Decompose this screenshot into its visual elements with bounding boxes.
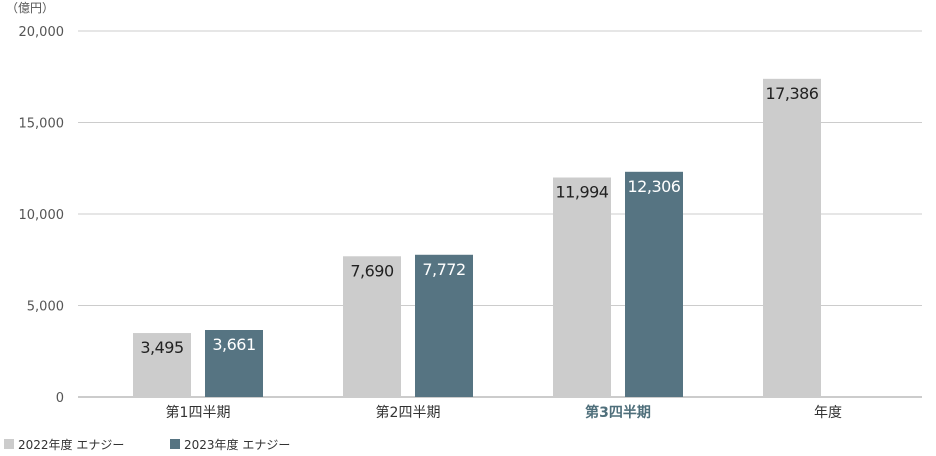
y-axis-ticks: 0 5,000 10,000 15,000 20,000 xyxy=(19,25,65,406)
bar-value-label: 17,386 xyxy=(766,84,819,103)
bar xyxy=(343,256,401,397)
bar xyxy=(415,254,473,397)
bar-value-label: 7,772 xyxy=(422,260,465,279)
y-tick-label: 15,000 xyxy=(19,117,65,132)
legend-swatch xyxy=(170,439,180,449)
bar-value-label: 12,306 xyxy=(628,177,681,196)
legend: 2022年度 エナジー 2023年度 エナジー xyxy=(4,437,290,452)
bar xyxy=(133,333,191,397)
x-category-label: 第1四半期 xyxy=(166,404,231,421)
data-labels: 3,495 3,661 7,690 7,772 11,994 12,306 17,386 xyxy=(140,84,819,357)
bars xyxy=(133,78,821,398)
bar-value-label: 11,994 xyxy=(556,183,609,202)
bar-value-label: 3,495 xyxy=(140,338,183,357)
bar xyxy=(205,330,263,397)
y-tick-label: 0 xyxy=(56,391,64,406)
x-category-label: 年度 xyxy=(814,405,842,421)
y-tick-label: 20,000 xyxy=(19,25,65,40)
y-tick-label: 10,000 xyxy=(19,208,65,223)
bar-value-label: 7,690 xyxy=(350,261,394,280)
x-category-label: 第2四半期 xyxy=(376,404,441,421)
y-tick-label: 5,000 xyxy=(27,300,64,315)
bar xyxy=(553,177,611,397)
legend-label: 2023年度 エナジー xyxy=(184,437,290,452)
y-axis-unit-label: （億円） xyxy=(6,1,54,15)
bar-value-label: 3,661 xyxy=(212,335,255,354)
x-axis-categories: 第1四半期 第2四半期 第3四半期 年度 xyxy=(166,404,842,421)
legend-label: 2022年度 エナジー xyxy=(18,437,124,452)
x-category-label: 第3四半期 xyxy=(585,404,651,421)
bar xyxy=(763,78,821,398)
bar xyxy=(625,171,683,397)
legend-swatch xyxy=(4,439,14,449)
